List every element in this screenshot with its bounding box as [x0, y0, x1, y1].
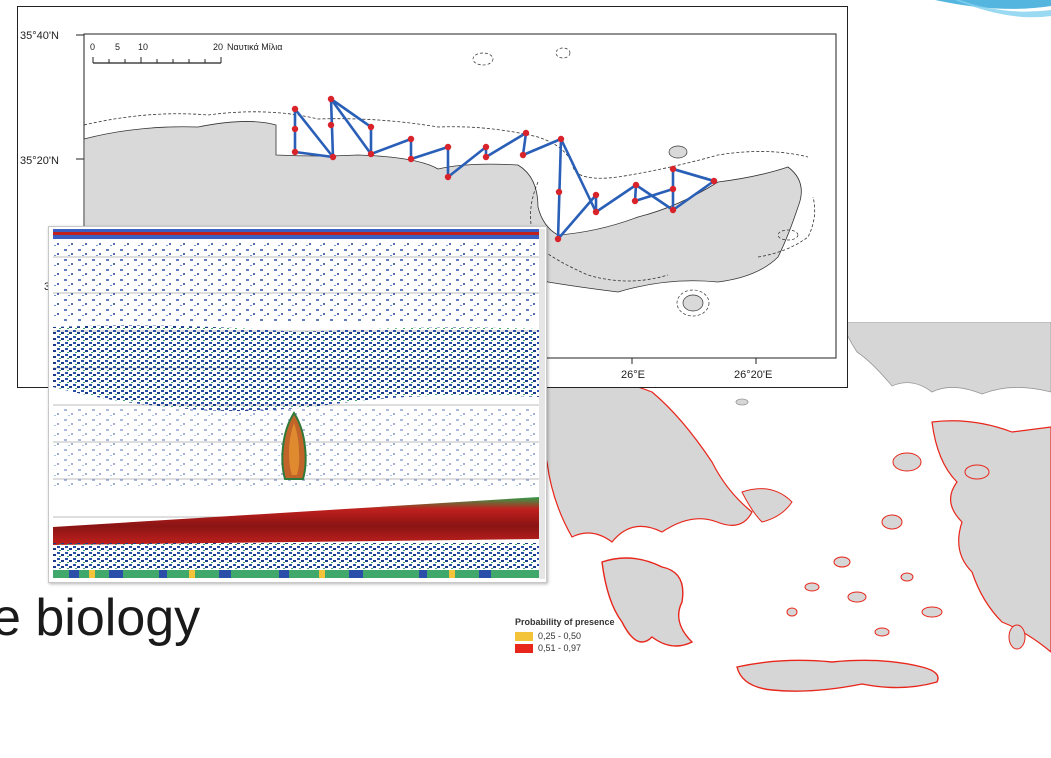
slide-title-fragment: e biology [0, 589, 201, 647]
lon-label-26: 26°E [621, 369, 645, 381]
scale-num-20: 20 [213, 42, 223, 52]
station-star-marker [291, 95, 718, 243]
legend-label-high: 0,51 - 0,97 [538, 643, 582, 653]
habitat-legend: Probability of presence 0,25 - 0,50 0,51… [515, 617, 615, 655]
scale-num-5: 5 [115, 42, 120, 52]
legend-swatch-low [515, 631, 533, 641]
scale-num-0: 0 [90, 42, 95, 52]
echogram-panel [48, 226, 547, 583]
lat-label-mid: 35°20'N [20, 155, 59, 167]
lat-label-top: 35°40'N [20, 30, 59, 42]
echogram-graphic [49, 227, 546, 582]
scale-num-10: 10 [138, 42, 148, 52]
scale-unit: Ναυτικά Μίλια [227, 42, 282, 52]
habitat-probability-map [512, 321, 1051, 753]
legend-swatch-high [515, 643, 533, 653]
lon-label-2620: 26°20'E [734, 369, 772, 381]
lat-label-low: 3 [44, 281, 50, 293]
north-scale-bar: 0 5 10 20 Ναυτικά Μίλια [90, 42, 282, 64]
legend-item-low: 0,25 - 0,50 [515, 631, 615, 641]
greece-map-graphic [512, 321, 1051, 753]
legend-item-high: 0,51 - 0,97 [515, 643, 615, 653]
legend-label-low: 0,25 - 0,50 [538, 631, 582, 641]
legend-title: Probability of presence [515, 617, 615, 627]
